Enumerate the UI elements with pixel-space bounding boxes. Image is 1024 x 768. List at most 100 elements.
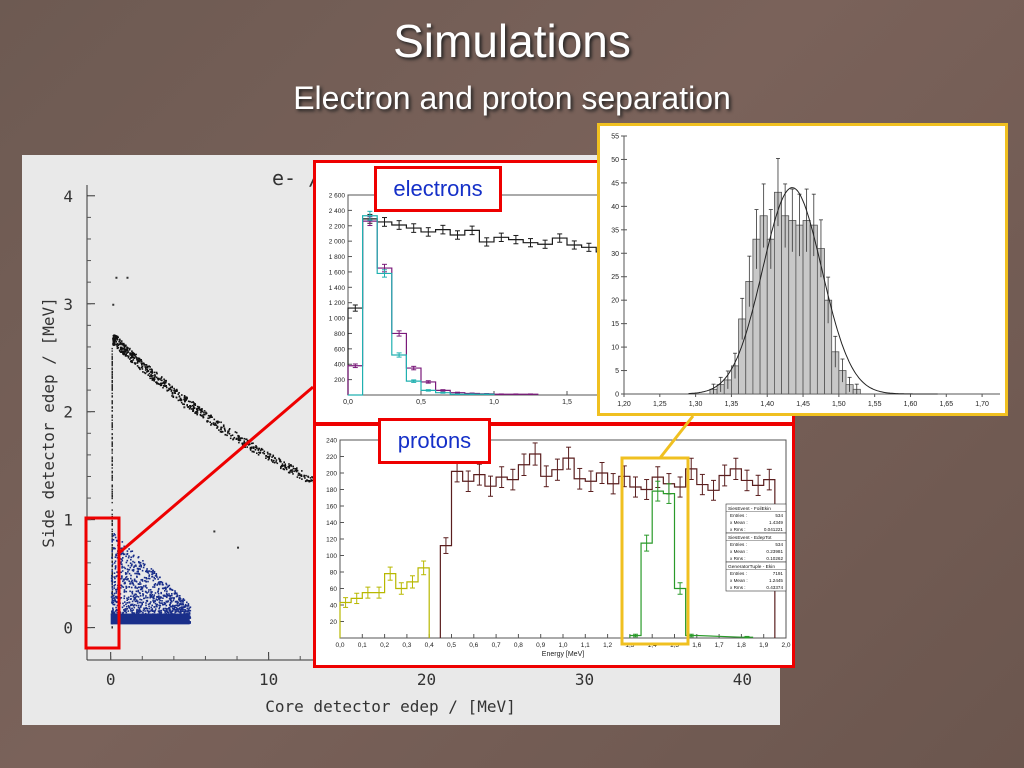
scatter-point [123, 344, 126, 346]
scatter-point [154, 583, 157, 585]
scatter-point [153, 610, 156, 613]
scatter-point [173, 593, 176, 595]
scatter-point [133, 362, 136, 364]
scatter-point [138, 608, 141, 611]
scatter-point [279, 459, 282, 461]
scatter-point [123, 352, 126, 355]
scatter-point [163, 378, 165, 381]
scatter-point [123, 349, 126, 351]
scatter-point [131, 607, 133, 610]
scatter-point [164, 607, 167, 610]
scatter-point [133, 357, 136, 359]
scatter-point [111, 403, 113, 405]
slide-title: Simulations [393, 15, 631, 67]
scatter-point [188, 622, 191, 624]
scatter-point [148, 589, 150, 591]
scatter-point [118, 340, 120, 343]
scatter-point [111, 560, 113, 562]
scatter-point [112, 343, 115, 346]
scatter-point [181, 394, 183, 396]
scatter-point [209, 421, 211, 423]
scatter-point [155, 573, 158, 575]
scatter-point [220, 426, 222, 429]
x-tick-label: 1,5 [670, 642, 679, 649]
scatter-point [130, 355, 133, 357]
scatter-point [161, 376, 163, 378]
scatter-point [257, 454, 260, 456]
scatter-point [124, 610, 126, 612]
scatter-point [111, 423, 113, 425]
scatter-point [174, 606, 176, 608]
scatter-point [212, 422, 215, 424]
scatter-point [146, 587, 148, 589]
scatter-point [184, 610, 187, 613]
scatter-point [123, 582, 126, 585]
scatter-point [262, 452, 264, 454]
scatter-point [190, 408, 193, 410]
scatter-point [123, 553, 126, 555]
scatter-point [111, 448, 113, 451]
scatter-point [253, 446, 255, 448]
scatter-point [176, 604, 178, 607]
scatter-point [125, 605, 128, 608]
scatter-point [124, 355, 127, 357]
scatter-point [110, 577, 113, 579]
scatter-point [230, 435, 232, 437]
scatter-point [136, 600, 139, 602]
scatter-point [111, 384, 113, 387]
histogram-series-0 [339, 567, 430, 638]
scatter-point [275, 461, 277, 463]
scatter-point [140, 359, 142, 361]
scatter-point [296, 469, 298, 472]
x-tick-label: 0,5 [416, 399, 426, 406]
scatter-point [136, 360, 139, 363]
scatter-point [123, 342, 125, 345]
scatter-point [164, 611, 166, 614]
scatter-point [266, 451, 269, 454]
scatter-point [129, 590, 131, 593]
scatter-point [161, 581, 164, 584]
scatter-point [111, 485, 113, 488]
scatter-point [185, 605, 187, 607]
scatter-point [154, 374, 156, 376]
scatter-point [114, 565, 117, 567]
scatter-point [156, 382, 158, 384]
scatter-point [168, 594, 171, 597]
scatter-point [226, 434, 228, 437]
scatter-point [140, 564, 142, 567]
scatter-point [122, 348, 125, 350]
scatter-point [120, 552, 123, 555]
scatter-point [131, 581, 134, 584]
scatter-point [207, 417, 209, 420]
scatter-point [124, 601, 126, 603]
scatter-point [141, 603, 143, 606]
scatter-point [141, 363, 143, 366]
scatter-point [134, 594, 136, 596]
scatter-point [182, 598, 185, 600]
scatter-point [133, 594, 135, 597]
scatter-point [137, 589, 140, 592]
scatter-point [263, 450, 266, 453]
scatter-point [116, 557, 119, 559]
scatter-point [117, 595, 120, 598]
x-tick-label: 1,8 [737, 642, 746, 649]
scatter-point [151, 573, 153, 576]
scatter-point [110, 596, 113, 598]
scatter-point [111, 573, 113, 575]
scatter-point [178, 392, 180, 394]
scatter-point [160, 592, 162, 595]
scatter-point [189, 400, 191, 403]
scatter-point [111, 582, 113, 585]
scatter-point [111, 474, 113, 477]
scatter-point [114, 336, 117, 338]
scatter-point [131, 579, 133, 582]
scatter-point [129, 608, 132, 611]
scatter-point [114, 588, 117, 591]
scatter-point [152, 579, 155, 582]
x-tick-label: 1,4 [648, 642, 657, 649]
scatter-point [177, 610, 180, 613]
scatter-point [166, 596, 168, 599]
scatter-point [144, 580, 146, 582]
scatter-point [122, 551, 124, 553]
scatter-point [168, 598, 171, 600]
